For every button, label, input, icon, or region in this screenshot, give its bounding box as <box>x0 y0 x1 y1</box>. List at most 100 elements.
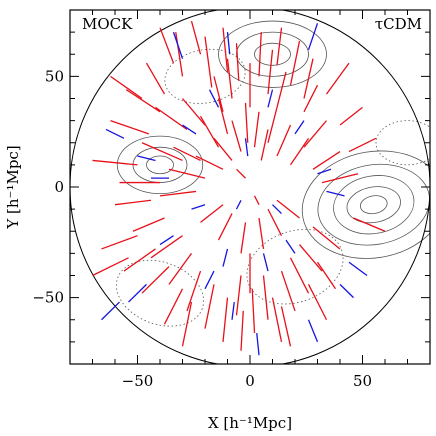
outflow-vector <box>260 129 269 161</box>
outflow-vector <box>348 137 377 153</box>
outflow-vector <box>276 27 283 66</box>
inflow-vector <box>226 32 231 55</box>
inflow-vector <box>307 319 319 343</box>
outflow-vector <box>159 190 197 197</box>
inflow-vector <box>244 138 249 157</box>
outflow-vector <box>125 89 161 113</box>
outflow-vector <box>114 199 152 206</box>
outflow-vector <box>190 20 202 55</box>
contour-loop-dashed <box>246 228 344 305</box>
inflow-vector <box>262 253 269 272</box>
outflow-vector <box>321 173 359 184</box>
contour-loop-dashed <box>116 259 204 327</box>
outflow-vector <box>253 195 260 205</box>
inflow-vector <box>235 199 242 210</box>
outflow-vector <box>159 27 175 64</box>
contour-loop-dashed <box>164 48 246 104</box>
outflow-vector <box>289 257 310 294</box>
outflow-vector <box>204 36 213 88</box>
outflow-vector <box>92 159 138 166</box>
outflow-vector <box>235 43 240 81</box>
contour-loop-dashed <box>375 120 430 166</box>
outflow-vector <box>303 84 319 113</box>
outflow-vector <box>267 107 278 143</box>
outflow-vector <box>276 199 300 219</box>
inflow-vector <box>326 190 345 197</box>
outflow-vector <box>163 288 184 325</box>
outflow-vector <box>312 226 341 250</box>
outflow-vector <box>235 275 242 316</box>
inflow-vector <box>137 155 156 162</box>
outflow-vector <box>168 168 206 179</box>
contour-loop <box>333 175 415 235</box>
outflow-vector <box>110 75 143 100</box>
inflow-vector <box>105 128 125 139</box>
outflow-vector <box>132 217 165 232</box>
contour-loop <box>116 135 204 195</box>
axis-tick-labels: −50 0 50 −50 0 50 <box>32 67 372 390</box>
outflow-vector <box>253 111 260 148</box>
outflow-vector <box>316 261 337 290</box>
outflow-vector <box>258 32 262 77</box>
contour-loop <box>301 150 430 259</box>
outflow-vector <box>289 40 301 86</box>
outflow-vector <box>155 106 188 131</box>
outflow-vector <box>168 252 193 285</box>
model-label: τCDM <box>375 15 422 33</box>
outflow-vector <box>195 155 224 170</box>
outflow-vector <box>222 297 229 342</box>
outflow-vector <box>303 120 327 148</box>
outflow-vector <box>240 222 247 254</box>
axis-ticks <box>69 9 431 365</box>
outflow-vector <box>231 120 242 152</box>
outflow-vector <box>92 257 129 277</box>
outflow-vector <box>307 284 328 321</box>
outflow-vector <box>204 284 215 329</box>
outflow-vector <box>240 310 244 351</box>
outflow-vector <box>110 120 149 135</box>
outflow-vector <box>101 235 138 250</box>
outflow-vector <box>182 98 206 126</box>
outflow-vector <box>173 146 201 162</box>
inflow-vector <box>208 89 220 108</box>
inflow-vector <box>285 239 296 254</box>
outflow-vector <box>276 124 292 157</box>
velocity-vectors <box>92 20 386 356</box>
inflow-vector <box>348 261 368 277</box>
outflow-vector <box>181 301 193 347</box>
inflow-vector <box>204 270 215 290</box>
mock-label: MOCK <box>82 15 133 33</box>
outflow-vector <box>123 248 156 272</box>
outflow-vector <box>244 102 249 143</box>
inflow-vector <box>272 204 282 215</box>
outflow-vector <box>213 137 233 161</box>
outflow-vector <box>267 208 283 236</box>
contour-loop <box>359 195 388 215</box>
outflow-vector <box>276 71 287 108</box>
x-tick-label: 0 <box>245 372 255 390</box>
x-tick-label: −50 <box>122 372 154 390</box>
outflow-vector <box>213 76 224 112</box>
contour-loop <box>346 186 401 224</box>
x-tick-label: 50 <box>353 372 372 390</box>
inflow-vector <box>317 168 332 175</box>
outflow-vector <box>226 58 233 99</box>
outflow-vector <box>145 62 166 95</box>
inflow-vector <box>172 31 184 59</box>
inflow-vector <box>101 301 120 321</box>
outflow-vector <box>262 275 269 320</box>
outflow-vector <box>200 204 224 223</box>
outflow-vector <box>339 106 363 126</box>
outflow-vector <box>258 217 265 250</box>
y-tick-label: 0 <box>54 178 64 196</box>
inflow-vector <box>294 120 305 135</box>
x-axis-title: X [h⁻¹Mpc] <box>208 414 292 432</box>
inflow-vector <box>159 235 174 246</box>
outflow-vector <box>289 137 310 166</box>
inflow-vector <box>267 89 274 108</box>
outflow-vector <box>186 270 202 312</box>
outflow-vector <box>222 27 229 73</box>
outflow-vector <box>236 168 246 179</box>
inflow-vector <box>339 283 354 299</box>
